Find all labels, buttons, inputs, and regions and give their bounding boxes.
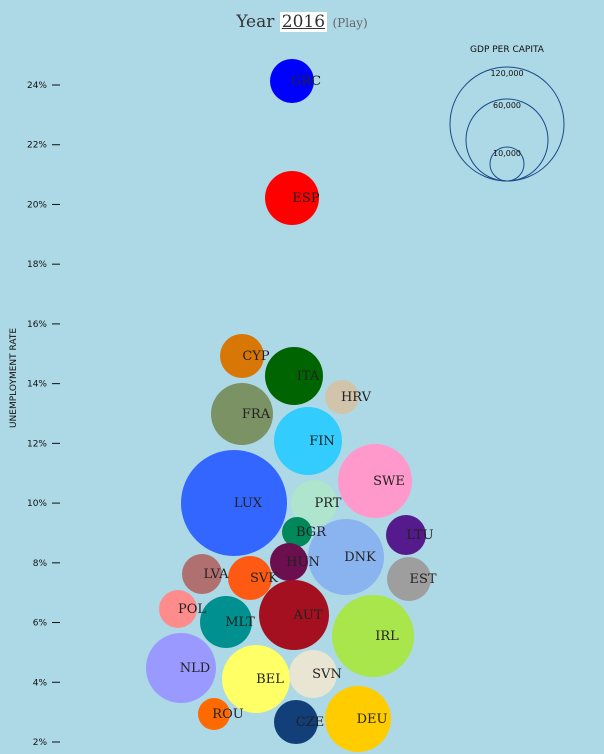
legend-circle (465, 98, 549, 182)
bubble-label-fra: FRA (242, 407, 271, 422)
bubble-ita (265, 347, 323, 405)
bubble-fin (274, 407, 342, 475)
bubble-deu (325, 686, 391, 752)
bubble-cyp (220, 334, 264, 378)
bubble-label-pol: POL (178, 602, 206, 617)
bubble-label-cyp: CYP (242, 349, 270, 364)
bubble-cze (274, 700, 318, 744)
legend-label: 60,000 (493, 101, 521, 110)
y-tick-label: 12% (27, 439, 47, 449)
bubble-label-hun: HUN (286, 555, 320, 570)
bubble-label-svn: SVN (312, 667, 342, 682)
bubble-ltu (386, 515, 426, 555)
bubble-label-cze: CZE (296, 715, 324, 730)
size-legend: GDP PER CAPITA 120,000 60,000 10,000 (449, 45, 565, 182)
bubble-label-grc: GRC (291, 74, 321, 89)
y-tick-label: 18% (27, 260, 47, 270)
bubble-label-dnk: DNK (344, 550, 376, 565)
bubble-label-ltu: LTU (406, 528, 433, 543)
bubble-prt (291, 480, 337, 526)
bubble-esp (265, 171, 319, 225)
bubble-label-hrv: HRV (341, 390, 372, 405)
y-tick-label: 20% (27, 200, 47, 210)
y-tick-label: 22% (27, 141, 47, 151)
bubble-lux (181, 450, 287, 556)
bubble-hrv (325, 380, 359, 414)
bubble-label-esp: ESP (292, 191, 319, 206)
bubble-fra (211, 383, 273, 445)
y-tick-label: 8% (33, 559, 48, 569)
year-prefix: Year (236, 12, 275, 32)
bubble-label-est: EST (409, 572, 436, 587)
y-axis-label: UNEMPLOYMENT RATE (9, 328, 19, 428)
y-tick-label: 24% (27, 81, 47, 91)
bubble-pol (159, 590, 197, 628)
chart-title: Year 2016 (Play) (0, 12, 604, 32)
year-value[interactable]: 2016 (279, 12, 328, 32)
y-tick-label: 14% (27, 380, 47, 390)
y-tick-label: 16% (27, 320, 47, 330)
legend-label: 10,000 (493, 149, 521, 158)
bubble-label-rou: ROU (212, 707, 243, 722)
bubble-label-nld: NLD (180, 661, 210, 676)
bubble-irl (332, 595, 414, 677)
bubble-label-irl: IRL (375, 629, 399, 644)
bubble-label-prt: PRT (315, 496, 342, 511)
bubble-label-fin: FIN (309, 434, 335, 449)
y-tick-label: 4% (33, 678, 48, 688)
bubble-dnk (308, 519, 384, 595)
bubble-label-bgr: BGR (296, 525, 327, 540)
bubble-label-mlt: MLT (225, 615, 255, 630)
bubble-mlt (200, 596, 252, 648)
bubble-nld (146, 633, 216, 703)
bubble-aut (259, 580, 329, 650)
bubble-label-svk: SVK (250, 571, 278, 586)
bubble-svn (289, 650, 337, 698)
y-tick-label: 2% (33, 738, 48, 748)
bubble-label-lva: LVA (204, 567, 230, 582)
bubble-grc (270, 59, 314, 103)
bubble-label-lux: LUX (234, 496, 263, 511)
bubble-label-aut: AUT (292, 608, 322, 623)
play-button[interactable]: (Play) (332, 16, 368, 30)
bubble-rou (198, 698, 230, 730)
bubble-bgr (282, 517, 312, 547)
bubble-svk (228, 556, 272, 600)
y-axis: 2% 4% 6% 8% 10% 12% 14% 16% 18% 20% 22% 24% (27, 81, 60, 748)
bubble-bel (222, 645, 290, 713)
legend-circle (449, 66, 565, 182)
bubble-label-bel: BEL (256, 672, 284, 687)
legend-title: GDP PER CAPITA (470, 45, 545, 55)
bubble-est (387, 557, 431, 601)
bubbles: GRC ESP CYP ITA HRV FRA FIN SWE LUX PRT LTU BGR DNK H… (146, 59, 437, 752)
legend-circle (489, 146, 525, 182)
y-tick-label: 6% (33, 619, 48, 629)
bubble-label-deu: DEU (357, 712, 388, 727)
bubble-swe (338, 444, 412, 518)
bubble-lva (182, 554, 222, 594)
bubble-label-swe: SWE (373, 474, 405, 489)
bubble-label-ita: ITA (297, 369, 320, 384)
y-tick-label: 10% (27, 499, 47, 509)
legend-label: 120,000 (490, 69, 523, 78)
bubble-hun (270, 543, 308, 581)
